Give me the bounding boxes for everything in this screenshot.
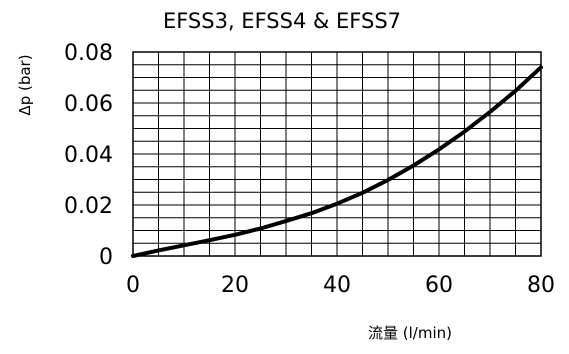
x-axis-label: 流量 (l/min)	[368, 324, 452, 342]
y-axis-label: Δp (bar)	[16, 54, 34, 115]
y-tick-label: 0.02	[64, 194, 113, 219]
y-tick-label: 0.06	[64, 92, 113, 117]
tick-labels: 0 20 40 60 80 0 0.02 0.04 0.06 0.08	[64, 41, 555, 298]
grid	[133, 52, 541, 256]
chart-title: EFSS3, EFSS4 & EFSS7	[163, 9, 401, 33]
y-tick-label: 0.08	[64, 41, 113, 66]
x-tick-label: 20	[221, 273, 249, 298]
x-tick-label: 60	[425, 273, 453, 298]
y-tick-label: 0	[99, 245, 113, 270]
x-tick-label: 40	[323, 273, 351, 298]
y-tick-label: 0.04	[64, 143, 113, 168]
x-tick-label: 0	[126, 273, 140, 298]
x-tick-label: 80	[527, 273, 555, 298]
